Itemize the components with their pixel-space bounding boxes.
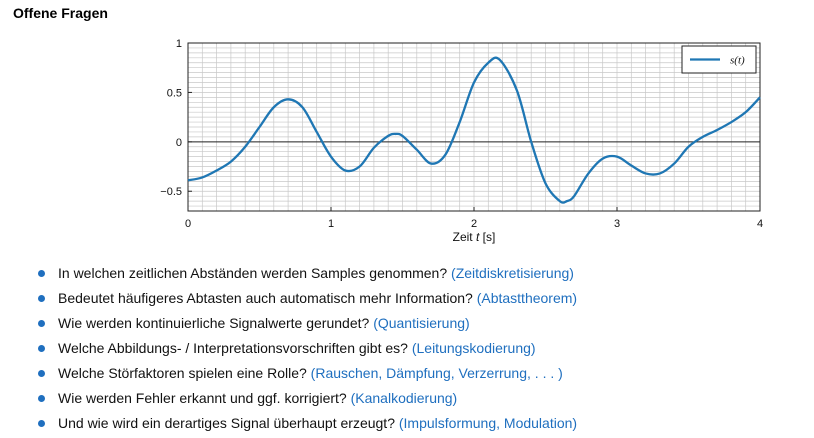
x-tick-label: 2 bbox=[471, 218, 477, 230]
bullet-icon bbox=[38, 345, 45, 352]
bullet-icon bbox=[38, 395, 45, 402]
question-hint-link[interactable]: (Leitungskodierung) bbox=[411, 340, 536, 356]
signal-chart: 0 1 2 3 4 1 0.5 0 −0.5 Zeit t [s] s(t) bbox=[160, 38, 763, 244]
question-hint-link[interactable]: (Quantisierung) bbox=[373, 315, 470, 331]
question-hint-link[interactable]: (Zeitdiskretisierung) bbox=[451, 265, 574, 281]
bullet-icon bbox=[38, 420, 45, 427]
x-tick-label: 0 bbox=[185, 218, 191, 230]
question-list: In welchen zeitlichen Abständen werden S… bbox=[38, 263, 577, 438]
bullet-icon bbox=[38, 320, 45, 327]
x-tick-label: 1 bbox=[328, 218, 334, 230]
question-text: Bedeutet häufigeres Abtasten auch automa… bbox=[58, 290, 473, 306]
question-hint-link[interactable]: (Rauschen, Dämpfung, Verzerrung, . . . ) bbox=[310, 365, 563, 381]
bullet-icon bbox=[38, 370, 45, 377]
page-title: Offene Fragen bbox=[13, 5, 108, 21]
question-text: Welche Abbildungs- / Interpretationsvors… bbox=[58, 340, 408, 356]
list-item: Wie werden kontinuierliche Signalwerte g… bbox=[38, 313, 577, 338]
x-tick-label: 4 bbox=[757, 218, 763, 230]
bullet-icon bbox=[38, 270, 45, 277]
list-item: Welche Abbildungs- / Interpretationsvors… bbox=[38, 338, 577, 363]
series-line bbox=[187, 56, 761, 204]
y-tick-label: 1 bbox=[176, 38, 182, 50]
question-text: Wie werden kontinuierliche Signalwerte g… bbox=[58, 315, 370, 331]
x-tick-label: 3 bbox=[614, 218, 620, 230]
legend-label: s(t) bbox=[730, 55, 745, 67]
question-hint-link[interactable]: (Impulsformung, Modulation) bbox=[398, 415, 578, 431]
x-axis-label: Zeit t [s] bbox=[453, 230, 496, 244]
y-tick-label: 0 bbox=[176, 137, 182, 149]
question-hint-link[interactable]: (Abtasttheorem) bbox=[476, 290, 578, 306]
question-text: Wie werden Fehler erkannt und ggf. korri… bbox=[58, 390, 347, 406]
list-item: Wie werden Fehler erkannt und ggf. korri… bbox=[38, 388, 577, 413]
list-item: Und wie wird ein derartiges Signal überh… bbox=[38, 413, 577, 438]
list-item: In welchen zeitlichen Abständen werden S… bbox=[38, 263, 577, 288]
bullet-icon bbox=[38, 295, 45, 302]
question-text: In welchen zeitlichen Abständen werden S… bbox=[58, 265, 448, 281]
list-item: Welche Störfaktoren spielen eine Rolle? … bbox=[38, 363, 577, 388]
question-text: Welche Störfaktoren spielen eine Rolle? bbox=[58, 365, 307, 381]
chart-svg: 0 1 2 3 4 1 0.5 0 −0.5 Zeit t [s] s(t) bbox=[160, 38, 763, 244]
list-item: Bedeutet häufigeres Abtasten auch automa… bbox=[38, 288, 577, 313]
y-tick-label: −0.5 bbox=[160, 186, 182, 198]
y-tick-label: 0.5 bbox=[167, 87, 182, 99]
question-hint-link[interactable]: (Kanalkodierung) bbox=[350, 390, 458, 406]
question-text: Und wie wird ein derartiges Signal überh… bbox=[58, 415, 395, 431]
